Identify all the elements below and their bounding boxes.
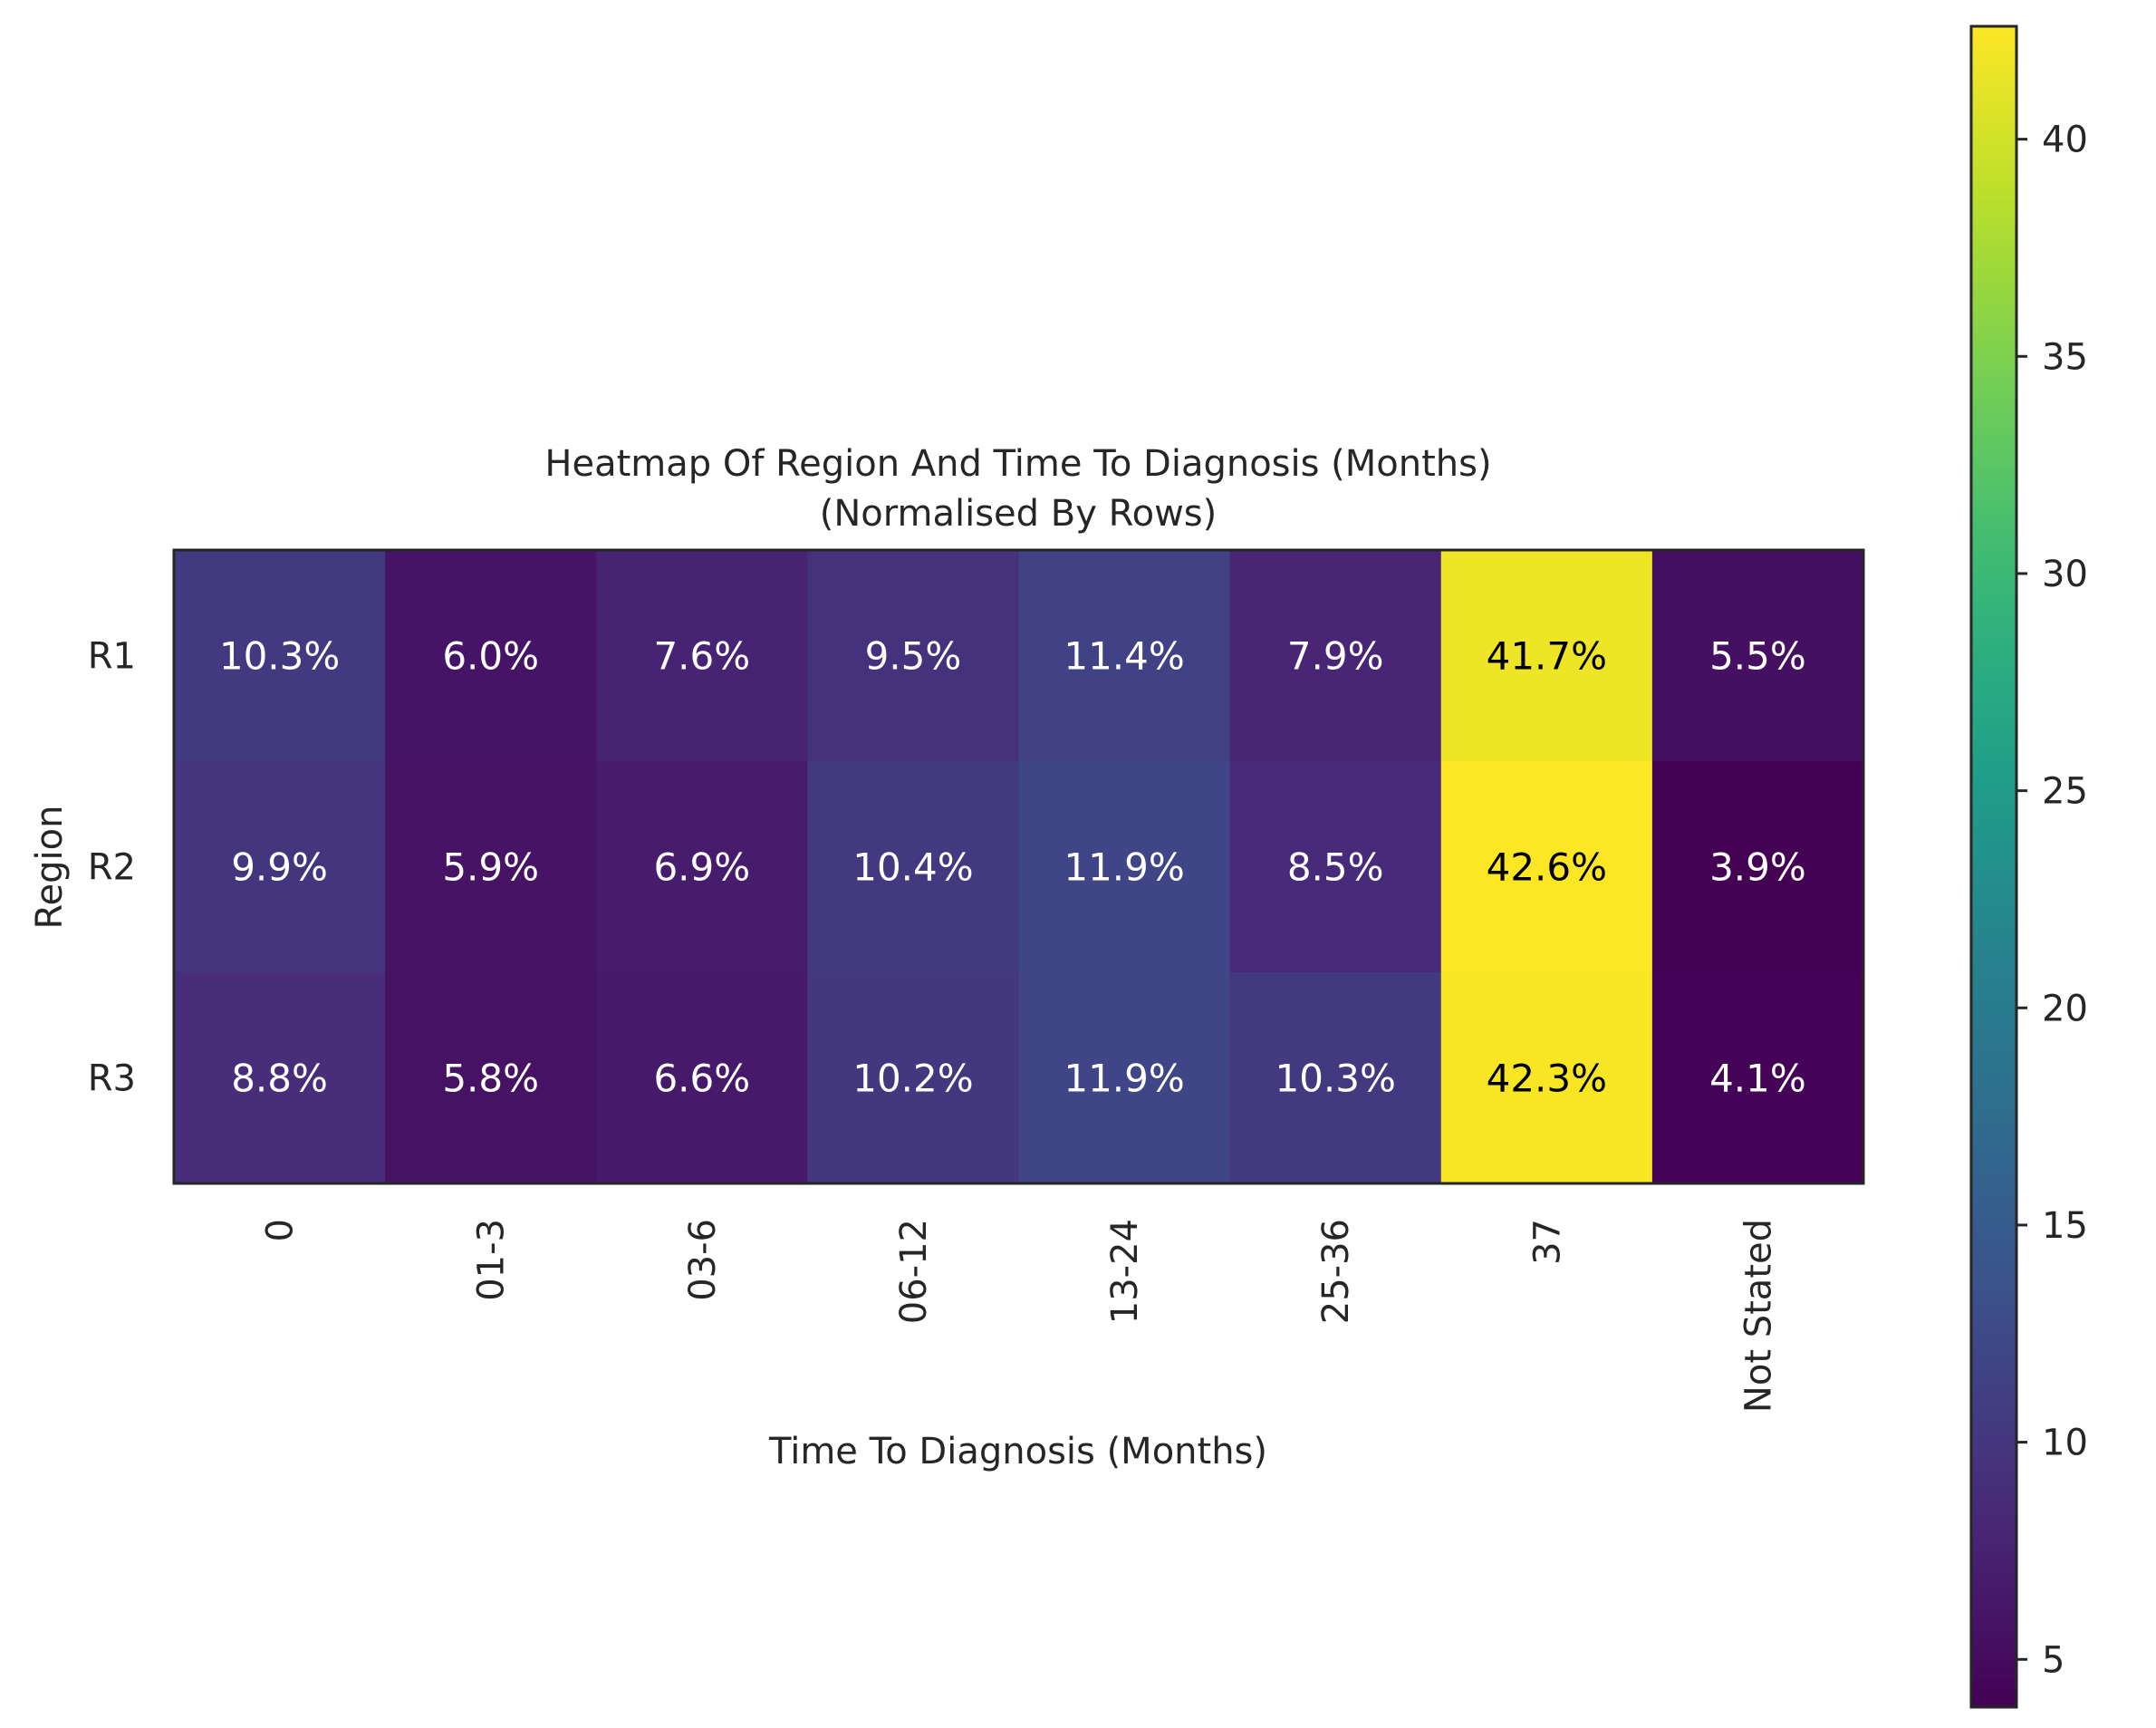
x-tick-label: 06-12: [893, 1219, 935, 1324]
cell-label: 5.8%: [442, 1057, 539, 1101]
x-axis-label: Time To Diagnosis (Months): [768, 1431, 1267, 1472]
heatmap-cell: [1651, 550, 1864, 762]
colorbar-frame: [1969, 24, 2018, 1709]
cell-label: 8.5%: [1287, 845, 1384, 890]
heatmap-cell: [174, 972, 386, 1184]
cell-label: 5.9%: [442, 845, 539, 890]
plot-frame: [172, 548, 1865, 1185]
colorbar-tick-label: 40: [2042, 120, 2088, 161]
colorbar-tick-label: 20: [2042, 988, 2088, 1029]
y-axis-label: Region: [29, 806, 71, 930]
cell-label: 5.5%: [1709, 634, 1806, 679]
cell-label: 7.6%: [653, 634, 750, 679]
heatmap-cell: [807, 972, 1019, 1184]
cell-label: 11.9%: [1064, 845, 1184, 890]
heatmap-cell: [807, 550, 1019, 762]
cell-label: 41.7%: [1487, 634, 1607, 679]
colorbar-tick-label: 35: [2042, 336, 2088, 378]
heatmap-cell: [1229, 761, 1442, 973]
heatmap-cell: [596, 972, 808, 1184]
x-tick-label: 0: [260, 1219, 302, 1241]
x-tick-label: 25-36: [1315, 1219, 1357, 1324]
cell-label: 10.3%: [219, 634, 340, 679]
chart-subtitle: (Normalised By Rows): [820, 493, 1217, 535]
heatmap-cells: [174, 550, 1864, 1184]
heatmap-cell: [1018, 550, 1231, 762]
heatmap-cell-labels: 10.3% 6.0% 7.6% 9.5% 11.4% 7.9% 41.7% 5.5% 9.9% 5…: [219, 634, 1806, 1101]
x-tick-label: Not Stated: [1737, 1219, 1779, 1413]
cell-label: 42.3%: [1487, 1057, 1607, 1101]
heatmap-cell: [174, 550, 386, 762]
heatmap-cell: [1651, 972, 1864, 1184]
heatmap-cell: [1651, 761, 1864, 973]
heatmap-cell: [1018, 972, 1231, 1184]
cell-label: 7.9%: [1287, 634, 1384, 679]
y-tick-label: R3: [88, 1058, 136, 1100]
x-tick-labels: 0 01-3 03-6 06-12 13-24 25-36 37 Not Stated: [260, 1219, 1780, 1413]
heatmap-cell: [385, 550, 597, 762]
heatmap-cell: [1229, 972, 1442, 1184]
heatmap-cell: [385, 972, 597, 1184]
cell-label: 9.9%: [231, 845, 328, 890]
cell-label: 42.6%: [1487, 845, 1607, 890]
cell-label: 9.5%: [865, 634, 962, 679]
heatmap-cell: [1440, 550, 1653, 762]
colorbar-tick-label: 30: [2042, 554, 2088, 595]
heatmap-cell: [1229, 550, 1442, 762]
cell-label: 3.9%: [1709, 845, 1806, 890]
cell-label: 10.2%: [852, 1057, 973, 1101]
cell-label: 10.4%: [852, 845, 973, 890]
heatmap-cell: [1018, 761, 1231, 973]
y-tick-labels: R1 R2 R3: [88, 636, 136, 1100]
x-tick-label: 13-24: [1104, 1219, 1146, 1324]
cell-label: 6.9%: [653, 845, 750, 890]
x-tick-label: 03-6: [682, 1219, 724, 1301]
heatmap-cell: [174, 761, 386, 973]
cell-label: 4.1%: [1709, 1057, 1806, 1101]
heatmap-cell: [807, 761, 1019, 973]
x-tick-label: 37: [1526, 1219, 1568, 1265]
heatmap-cell: [1440, 761, 1653, 973]
chart-title: Heatmap Of Region And Time To Diagnosis …: [544, 443, 1491, 485]
cell-label: 6.0%: [442, 634, 539, 679]
cell-label: 8.8%: [231, 1057, 328, 1101]
heatmap-cell: [596, 761, 808, 973]
colorbar-ticks: 5 10 15 20 25 30 35 40: [2016, 120, 2088, 1681]
y-tick-label: R1: [88, 636, 136, 678]
x-tick-label: 01-3: [471, 1219, 513, 1301]
colorbar: [1971, 26, 2016, 1707]
colorbar-tick-label: 10: [2042, 1423, 2088, 1464]
colorbar-tick-label: 5: [2042, 1639, 2065, 1681]
colorbar-tick-label: 25: [2042, 771, 2088, 813]
heatmap-cell: [596, 550, 808, 762]
heatmap-cell: [1440, 972, 1653, 1184]
cell-label: 11.4%: [1064, 634, 1184, 679]
colorbar-tick-label: 15: [2042, 1205, 2088, 1247]
cell-label: 6.6%: [653, 1057, 750, 1101]
cell-label: 10.3%: [1275, 1057, 1395, 1101]
cell-label: 11.9%: [1064, 1057, 1184, 1101]
y-tick-label: R2: [88, 847, 136, 889]
heatmap-cell: [385, 761, 597, 973]
